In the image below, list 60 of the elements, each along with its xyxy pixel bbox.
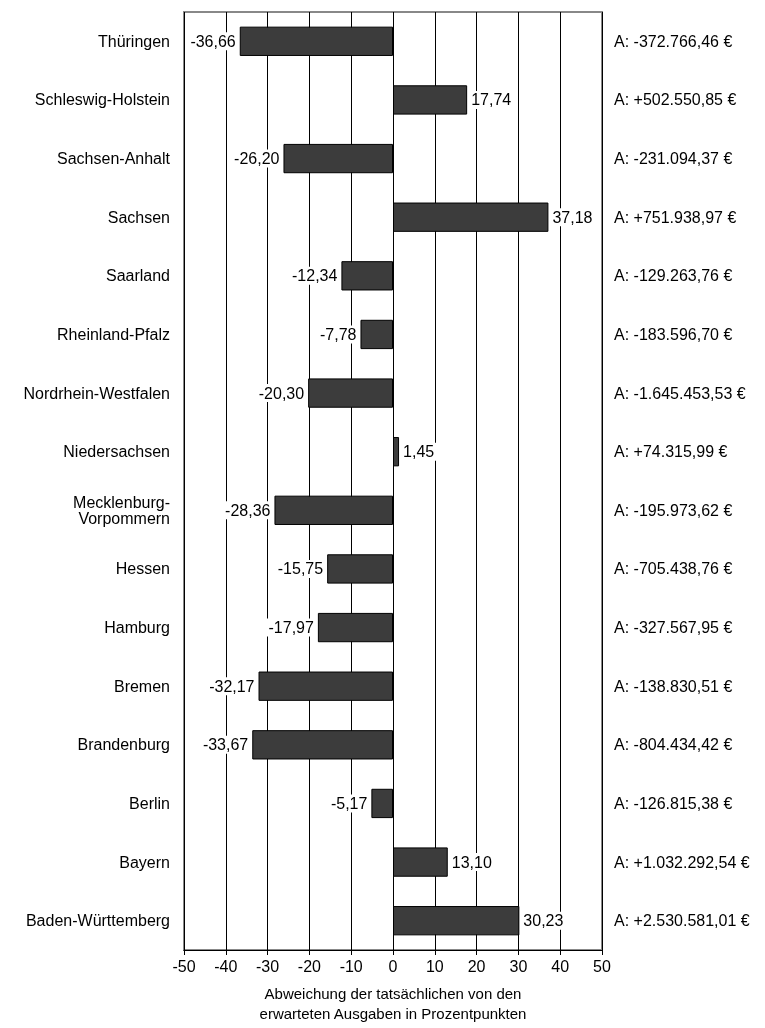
- y-tick-label: Brandenburg: [77, 736, 170, 754]
- y-tick-label: Schleswig-Holstein: [34, 91, 170, 109]
- data-label: -36,66: [190, 32, 236, 50]
- text: A: -372.766,46 €: [614, 32, 733, 50]
- y-tick-label: Rheinland-Pfalz: [57, 325, 170, 343]
- y-tick-label: Hamburg: [104, 619, 170, 637]
- x-tick-label: -20: [297, 957, 322, 975]
- x-tick-label: 20: [467, 957, 486, 975]
- x-axis-title: Abweichung der tatsächlichen von den erwarteten Ausgaben in Prozentpunkten: [259, 984, 527, 1022]
- text: A: -705.438,76 €: [614, 560, 733, 578]
- text: A: +751.938,97 €: [614, 208, 737, 226]
- y-tick-label: Hessen: [115, 560, 170, 578]
- text: A: +1.032.292,54 €: [614, 853, 750, 871]
- text: A: -231.094,37 €: [614, 150, 733, 168]
- text: A: -1.645.453,53 €: [614, 384, 746, 402]
- data-label: -7,78: [320, 325, 357, 343]
- y-tick-label: Thüringen: [97, 32, 170, 50]
- text: A: -195.973,62 €: [614, 501, 733, 519]
- x-tick-label: 0: [388, 957, 398, 975]
- x-tick-label: -50: [172, 957, 196, 975]
- y-tick-label: Berlin: [129, 794, 170, 812]
- data-label: -33,67: [202, 736, 249, 754]
- x-tick-label: -10: [339, 957, 363, 975]
- data-label: 1,45: [403, 443, 435, 461]
- y-tick-label: Sachsen-Anhalt: [57, 150, 171, 168]
- data-label: 30,23: [523, 912, 564, 930]
- y-tick-label: Nordrhein-Westfalen: [23, 384, 170, 402]
- x-tick-label: 50: [593, 957, 611, 975]
- data-label: -12,34: [292, 267, 338, 285]
- x-tick-label: -30: [256, 957, 280, 975]
- text: A: +2.530.581,01 €: [614, 912, 750, 930]
- text: A: -327.567,95 €: [614, 619, 733, 637]
- data-label: 17,74: [471, 91, 512, 109]
- text: A: +502.550,85 €: [614, 91, 737, 109]
- data-label: -26,20: [234, 150, 280, 168]
- text: A: -804.434,42 €: [614, 736, 733, 754]
- text: A: +74.315,99 €: [614, 443, 728, 461]
- data-label: 13,10: [451, 853, 492, 871]
- y-tick-label: Sachsen: [107, 208, 170, 226]
- data-label: -5,17: [330, 794, 368, 812]
- y-tick-label: Bremen: [113, 677, 170, 695]
- data-label: -15,75: [277, 560, 324, 578]
- text: A: -126.815,38 €: [614, 794, 733, 812]
- data-label: 37,18: [552, 208, 593, 226]
- y-tick-label: Bayern: [119, 853, 170, 871]
- x-tick-label: -40: [214, 957, 238, 975]
- text: A: -129.263,76 €: [614, 267, 733, 285]
- y-tick-label: Baden-Württemberg: [25, 912, 170, 930]
- x-tick-label: 10: [425, 957, 444, 975]
- data-label: -32,17: [209, 677, 255, 695]
- data-label: -28,36: [225, 501, 271, 519]
- y-tick-label: Niedersachsen: [63, 443, 170, 461]
- text: A: -138.830,51 €: [614, 677, 733, 695]
- y-tick-label: Mecklenburg-Vorpommern: [73, 493, 170, 527]
- data-label: -20,30: [258, 384, 305, 402]
- y-tick-label: Saarland: [105, 267, 170, 285]
- data-label: -17,97: [268, 619, 314, 637]
- text: A: -183.596,70 €: [614, 325, 733, 343]
- x-tick-label: 30: [509, 957, 528, 975]
- x-tick-label: 40: [551, 957, 570, 975]
